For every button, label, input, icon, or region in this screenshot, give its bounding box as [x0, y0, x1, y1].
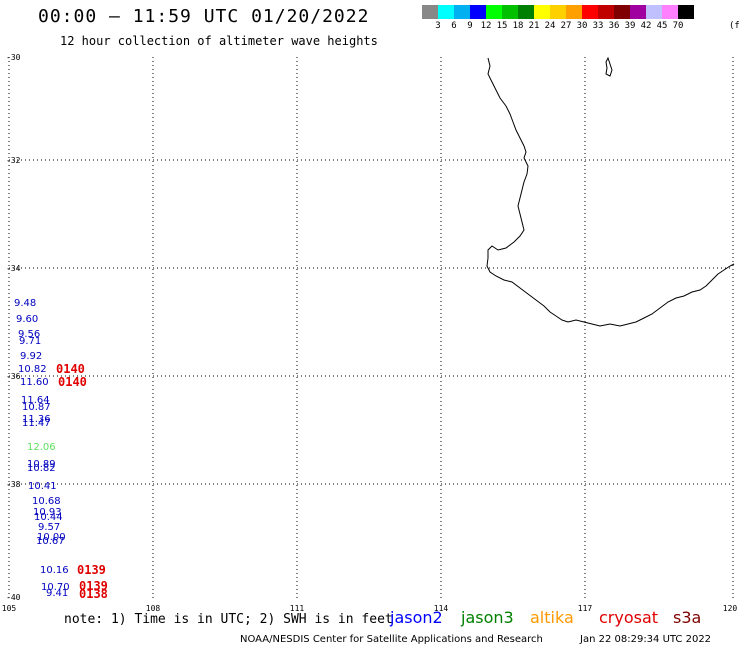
swh-value: 12.06	[27, 442, 56, 453]
swh-value: 9.71	[19, 336, 42, 347]
pass-time-label: 0139	[77, 563, 106, 577]
swh-value: 10.16	[40, 565, 69, 576]
lat-label: -30	[6, 53, 21, 62]
color-swatch	[438, 5, 454, 19]
color-swatch	[566, 5, 582, 19]
footer-agency: NOAA/NESDIS Center for Satellite Applica…	[240, 634, 543, 645]
lon-label: 114	[433, 604, 449, 613]
swh-value: 10.82	[18, 364, 47, 375]
swh-value: 10.93	[33, 507, 62, 518]
color-scale-label: 15	[496, 21, 508, 31]
color-swatch	[518, 5, 534, 19]
swh-value: 9.57	[38, 522, 61, 533]
legend-altika: altika	[530, 608, 574, 627]
swh-value: 11.64	[21, 395, 50, 406]
legend-jason2: jason2	[390, 608, 443, 627]
swh-value: 10.70	[41, 582, 70, 593]
legend-cryosat: cryosat	[599, 608, 659, 627]
color-swatch	[550, 5, 566, 19]
swh-value: 10.87	[22, 402, 51, 413]
color-swatch	[582, 5, 598, 19]
swh-value: 10.44	[34, 512, 63, 523]
swh-value: 10.00	[37, 532, 66, 543]
pass-time-label: 0140	[56, 362, 85, 376]
swh-value: 10.89	[27, 459, 56, 470]
pass-time-label: 0140	[58, 375, 87, 389]
swh-value: 11.60	[20, 377, 49, 388]
lon-label: 111	[289, 604, 305, 613]
color-scale-label: 30	[576, 21, 588, 31]
color-scale-label: 39	[624, 21, 636, 31]
color-swatch	[502, 5, 518, 19]
color-scale-label: 70	[672, 21, 684, 31]
color-swatch	[470, 5, 486, 19]
lat-label: -32	[6, 156, 21, 165]
footer-timestamp: Jan 22 08:29:34 UTC 2022	[580, 634, 712, 645]
swh-value: 9.92	[20, 351, 43, 362]
lon-label: 117	[577, 604, 593, 613]
color-swatch	[486, 5, 502, 19]
lon-label: 108	[145, 604, 161, 613]
coastline	[486, 57, 735, 327]
wave-height-color-scale	[422, 5, 694, 19]
page-title: 00:00 – 11:59 UTC 01/20/2022	[38, 6, 370, 27]
swh-value: 11.36	[22, 414, 51, 425]
units-note: note: 1) Time is in UTC; 2) SWH is in fe…	[64, 612, 393, 627]
color-swatch	[534, 5, 550, 19]
legend-s3a: s3a	[673, 608, 702, 627]
lat-label: -34	[6, 264, 21, 273]
legend-jason3: jason3	[461, 608, 514, 627]
swh-value: 10.68	[32, 496, 61, 507]
color-scale-label: 33	[592, 21, 604, 31]
color-scale-label: 45	[656, 21, 668, 31]
lat-label: -40	[6, 593, 21, 602]
swh-value: 10.41	[28, 481, 57, 492]
color-scale-label: 9	[467, 21, 473, 31]
page-subtitle: 12 hour collection of altimeter wave hei…	[60, 34, 378, 48]
pass-time-label: 0138	[79, 587, 108, 601]
color-scale-labels: 3 6 9 12 15 18 21 24 27 30 33 36 39 42 45 70	[422, 21, 740, 33]
swh-value: 10.82	[27, 463, 56, 474]
swh-value: 11.47	[22, 418, 51, 429]
color-swatch	[662, 5, 678, 19]
color-scale-label: 18	[512, 21, 524, 31]
swh-value: 9.60	[16, 314, 39, 325]
swh-value: 9.56	[18, 329, 41, 340]
lon-label: 120	[722, 604, 738, 613]
color-scale-label: 42	[640, 21, 652, 31]
color-swatch	[678, 5, 694, 19]
island-outline	[605, 56, 613, 77]
color-swatch	[630, 5, 646, 19]
color-scale-label: 12	[480, 21, 492, 31]
color-scale-label: 36	[608, 21, 620, 31]
color-scale-label: 27	[560, 21, 572, 31]
pass-time-label: 0139	[79, 579, 108, 593]
color-swatch	[454, 5, 470, 19]
color-scale-label: 6	[451, 21, 457, 31]
scale-unit: (ft)	[729, 21, 740, 31]
swh-value: 10.67	[36, 536, 65, 547]
lon-label: 105	[1, 604, 17, 613]
color-swatch	[646, 5, 662, 19]
lat-label: -38	[6, 480, 21, 489]
lat-lon-grid	[9, 57, 733, 598]
swh-value: 9.41	[46, 588, 69, 599]
swh-value: 9.48	[14, 298, 37, 309]
color-scale-label: 21	[528, 21, 540, 31]
color-swatch	[598, 5, 614, 19]
lat-label: -36	[6, 372, 21, 381]
color-scale-label: 24	[544, 21, 556, 31]
color-scale-label: 3	[435, 21, 441, 31]
color-swatch	[422, 5, 438, 19]
color-swatch	[614, 5, 630, 19]
